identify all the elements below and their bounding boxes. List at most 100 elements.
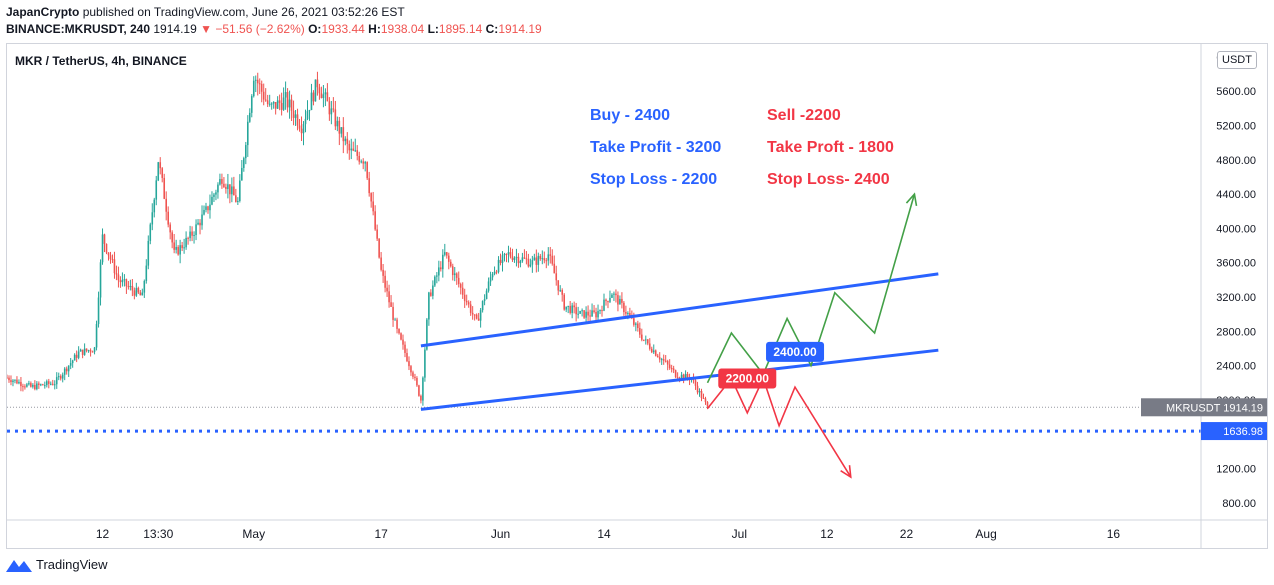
candle-body (245, 145, 247, 159)
time-tick-label: Aug (975, 527, 996, 541)
candle-body (531, 260, 534, 265)
currency-label: USDT (1222, 54, 1252, 66)
candle-body (328, 101, 331, 115)
candle-body (6, 377, 8, 379)
candle-body (51, 383, 54, 385)
currency-button[interactable]: USDT (1217, 51, 1257, 69)
candle-body (250, 96, 253, 113)
footer-brand[interactable]: TradingView (6, 557, 108, 572)
candle-body (591, 310, 593, 317)
candle-body (704, 398, 707, 402)
candle-body (197, 222, 199, 225)
candle-body (698, 391, 701, 393)
candle-body (511, 256, 514, 260)
candle-body (191, 231, 193, 236)
support-badge-text: 1636.98 (1223, 426, 1263, 438)
candle-body (252, 80, 255, 97)
candle-body (336, 120, 339, 127)
candle-body (326, 92, 329, 102)
candle-body (203, 209, 205, 215)
candle-body (445, 252, 448, 256)
candle-body (77, 351, 80, 358)
candle-body (404, 344, 406, 353)
candle-body (503, 253, 506, 256)
candle-body (392, 306, 394, 320)
candle-body (424, 349, 426, 378)
candle-body (127, 286, 130, 288)
channel-upper-line (420, 272, 939, 348)
candle-body (648, 343, 651, 349)
chart-header: JapanCrypto published on TradingView.com… (6, 4, 542, 38)
candle-body (38, 383, 40, 385)
open-value: 1933.44 (321, 22, 365, 36)
candle-body (611, 294, 613, 298)
candle-body (135, 287, 138, 296)
candle-body (529, 264, 532, 267)
candle-body (525, 258, 528, 260)
candle-body (205, 206, 207, 210)
candle-body (243, 158, 245, 168)
candle-body (223, 183, 225, 187)
candle-body (662, 359, 665, 361)
candle-body (573, 305, 575, 308)
candle-body (380, 257, 382, 270)
candle-body (440, 267, 442, 270)
candle-body (338, 120, 341, 134)
price-tick-label: 2800.00 (1216, 326, 1256, 338)
candle-body (457, 277, 460, 285)
candle-body (565, 306, 567, 310)
candle-body (318, 87, 321, 94)
candle-body (42, 384, 44, 386)
candle-body (652, 350, 655, 353)
candle-body (497, 259, 500, 273)
candle-body (258, 83, 261, 85)
candle-body (47, 381, 50, 384)
time-tick-label: 16 (1107, 527, 1121, 541)
high-value: 1938.04 (380, 22, 425, 36)
candle-body (332, 108, 335, 110)
legend-title: MKR / TetherUS, 4h, BINANCE (15, 54, 187, 68)
candle-body (151, 212, 154, 225)
candle-body (310, 92, 313, 111)
candle-body (465, 300, 468, 303)
candle-body (161, 168, 164, 178)
candle-body (139, 292, 142, 296)
high-label: H: (368, 22, 381, 36)
candle-body (10, 380, 12, 383)
candle-body (501, 255, 504, 263)
symbol-legend: MKR / TetherUS, 4h, BINANCE (15, 54, 187, 68)
candle-body (507, 252, 510, 255)
candles-layer (6, 71, 709, 410)
candle-body (593, 310, 595, 312)
candle-body (660, 359, 663, 361)
candle-body (239, 180, 241, 201)
candle-body (59, 376, 62, 379)
time-tick-label: May (242, 527, 265, 541)
candle-body (366, 162, 368, 179)
candle-body (643, 339, 645, 341)
candle-body (237, 200, 239, 202)
candle-body (485, 290, 488, 300)
candle-body (153, 199, 156, 213)
candle-body (125, 279, 128, 287)
candle-body (587, 311, 589, 316)
candle-body (221, 179, 223, 184)
candle-body (115, 273, 118, 275)
candle-body (36, 383, 38, 390)
last-price-badge-text: MKRUSDT 1914.19 (1166, 402, 1263, 414)
candle-body (493, 271, 496, 275)
candle-body (623, 302, 625, 313)
candle-body (467, 302, 470, 305)
candle-body (28, 383, 30, 385)
publisher-name[interactable]: JapanCrypto (6, 5, 80, 19)
candle-body (362, 161, 365, 164)
candle-body (515, 256, 518, 258)
candle-body (571, 305, 573, 313)
candle-body (282, 97, 285, 110)
candle-body (563, 294, 565, 310)
close-label: C: (485, 22, 499, 36)
candle-body (358, 155, 361, 162)
candle-body (402, 339, 404, 345)
